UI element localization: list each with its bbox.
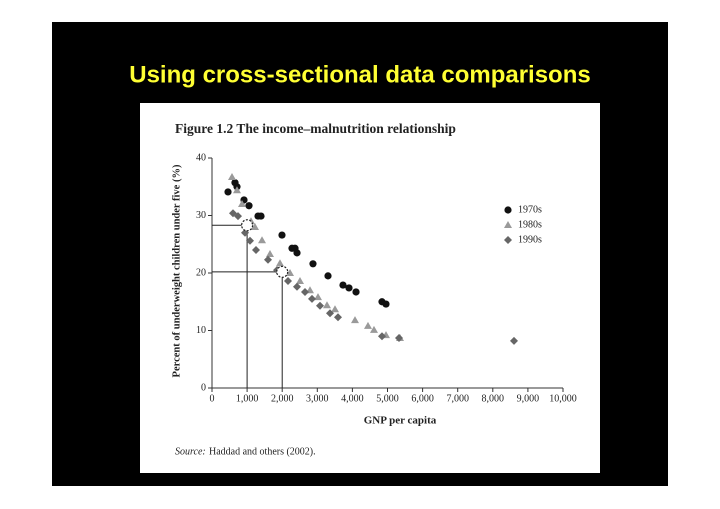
data-point [382, 300, 390, 308]
data-point [238, 200, 247, 207]
data-point [339, 281, 347, 289]
data-point [301, 287, 310, 296]
data-point [252, 246, 261, 254]
data-point [278, 231, 286, 239]
data-point [265, 250, 274, 258]
data-point [314, 293, 323, 301]
data-point [234, 212, 243, 221]
y-tick-label: 30 [196, 210, 206, 221]
data-point [326, 309, 335, 318]
reference-point [241, 219, 254, 232]
x-tick-label: 2,000 [271, 393, 294, 404]
data-point [295, 277, 304, 285]
x-tick-label: 6,000 [411, 393, 434, 404]
figure-panel [140, 103, 600, 473]
y-tick-label: 40 [196, 152, 206, 163]
data-point [350, 316, 359, 324]
reference-point [276, 265, 289, 278]
data-point [334, 313, 343, 322]
data-point [395, 333, 404, 342]
data-point [224, 188, 232, 196]
x-tick-label: 3,000 [306, 393, 329, 404]
legend-label: 1980s [518, 219, 542, 230]
data-point [275, 259, 284, 267]
data-point [283, 277, 292, 286]
legend-marker [504, 206, 512, 214]
source-label: Source: [175, 446, 206, 457]
figure-title: Figure 1.2 The income–malnutrition relat… [175, 121, 456, 136]
y-tick-label: 0 [201, 382, 206, 393]
data-point [228, 172, 237, 180]
data-point [330, 305, 339, 313]
legend-label: 1970s [518, 204, 542, 215]
data-point [293, 282, 302, 291]
data-point [246, 236, 255, 245]
data-point [293, 249, 301, 257]
x-tick-label: 1,000 [236, 393, 259, 404]
data-point [369, 325, 378, 333]
data-point [309, 260, 317, 268]
x-tick-label: 7,000 [446, 393, 469, 404]
x-tick-label: 0 [210, 393, 215, 404]
data-point [345, 284, 353, 292]
data-point [352, 288, 360, 296]
data-point [245, 202, 253, 210]
data-point [258, 236, 267, 244]
data-point [250, 223, 259, 230]
data-point [263, 255, 272, 264]
y-tick-label: 20 [196, 267, 206, 278]
x-tick-label: 5,000 [376, 393, 399, 404]
legend-marker [504, 221, 512, 228]
data-point [377, 332, 386, 341]
data-point [324, 272, 332, 280]
x-axis-label: GNP per capita [364, 415, 437, 427]
x-tick-label: 4,000 [341, 393, 364, 404]
y-axis-label: Percent of underweight children under fi… [171, 164, 182, 377]
data-point [285, 269, 294, 276]
data-point [510, 336, 519, 345]
x-tick-label: 8,000 [482, 393, 505, 404]
legend-marker [504, 236, 512, 244]
data-point [307, 294, 316, 303]
data-point [257, 212, 265, 220]
slide-title: Using cross-sectional data comparisons [129, 61, 590, 88]
x-tick-label: 9,000 [517, 393, 540, 404]
data-point [322, 301, 331, 309]
y-tick-label: 10 [196, 325, 206, 336]
data-point [316, 301, 325, 310]
source-text: Haddad and others (2002). [209, 446, 316, 457]
legend-label: 1990s [518, 234, 542, 245]
data-point [232, 186, 241, 194]
x-tick-label: 10,000 [549, 393, 577, 404]
data-point [363, 321, 372, 329]
